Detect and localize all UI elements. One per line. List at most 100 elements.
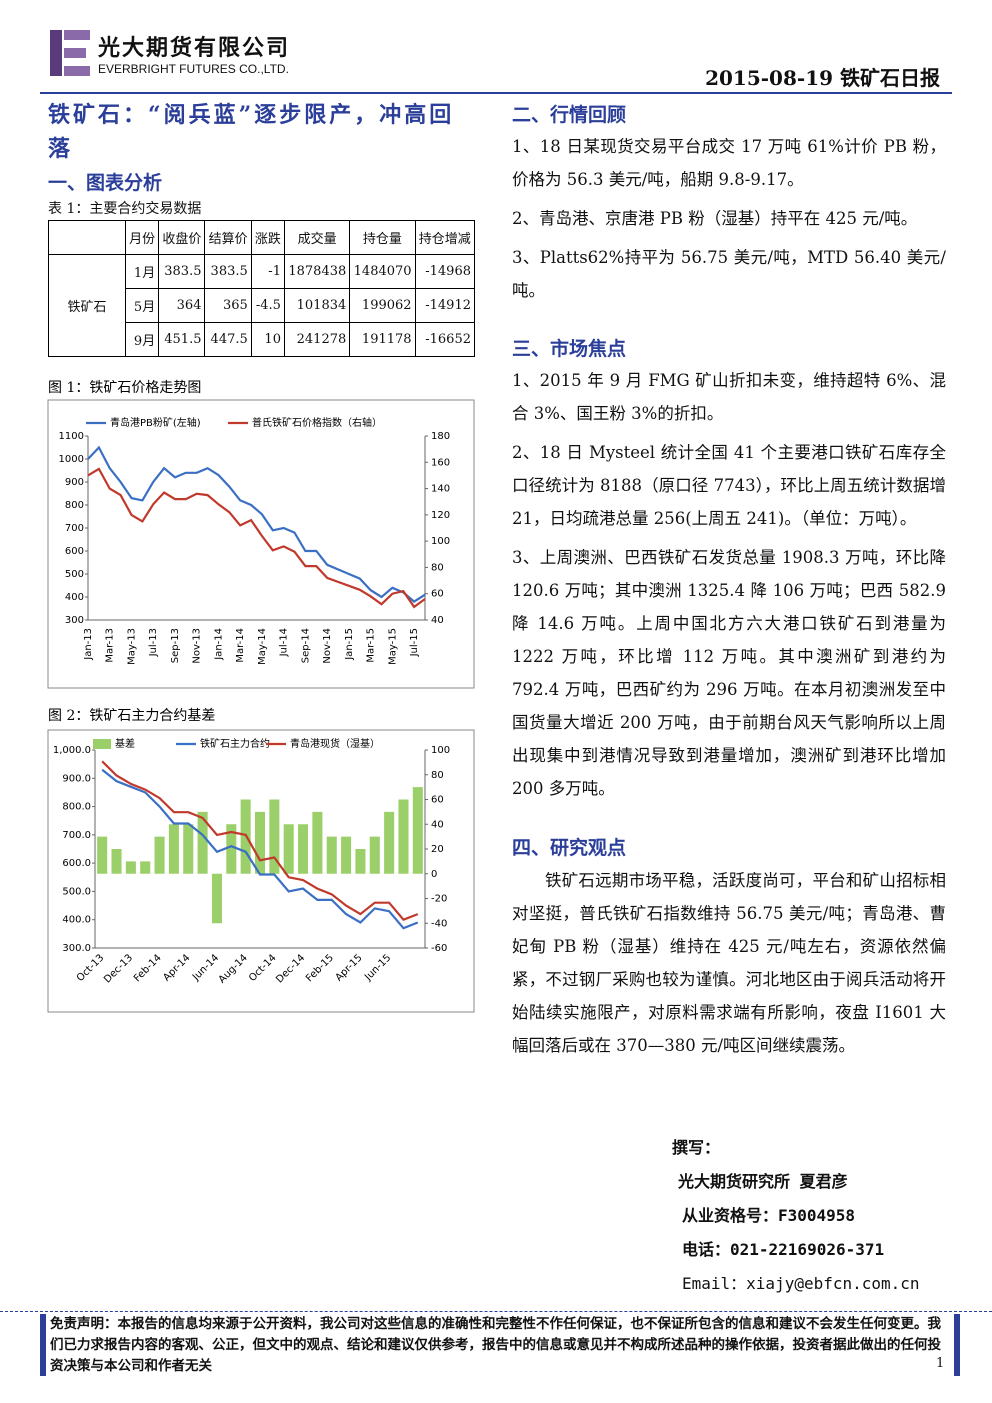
company-cn: 光大期货有限公司 [98,35,291,61]
series-line [87,467,426,609]
bar [154,836,165,874]
y-tick-label: 600.0 [62,858,91,869]
x-tick-label: Dec-14 [274,952,307,985]
y-tick-label: 600 [65,546,84,557]
disclaimer: 免责声明：本报告的信息均来源于公开资料，我公司对这些信息的准确性和完整性不作任何… [40,1314,960,1376]
y-tick-label: 500.0 [62,886,91,897]
x-tick-label: Jan-14 [213,628,224,661]
table-group: 铁矿石 [48,254,126,357]
legend-label: 青岛港现货（湿基） [290,737,380,750]
x-tick-label: Apr-14 [161,952,192,983]
paragraph: 铁矿石远期市场平稳，活跃度尚可，平台和矿山招标相对坚挺，普氏铁矿石指数维持 56… [512,871,946,1055]
bar [412,787,423,874]
y-tick-label: 700.0 [62,830,91,841]
section-body: 1、18 日某现货交易平台成交 17 万吨 61%计价 PB 粉，价格为 56.… [512,130,946,313]
author-label: 撰写： [672,1138,721,1157]
table-cell: 365 [204,288,252,323]
y-tick-label: 180 [431,431,450,442]
legend-label: 普氏铁矿石价格指数（右轴） [252,416,382,429]
x-tick-label: Sep-13 [170,628,181,663]
x-tick-label: Feb-14 [132,952,164,984]
x-tick-label: Feb-15 [304,952,336,984]
y-tick-label: 100 [431,536,450,547]
bar [140,861,151,874]
section-heading: 三、市场焦点 [512,338,627,360]
table-header-cell: 月份 [124,220,160,255]
legend-label: 青岛港PB粉矿(左轴) [110,416,201,429]
section-heading: 二、行情回顾 [512,104,627,126]
report-title: 铁矿石：“阅兵蓝”逐步限产，冲高回落 [48,102,455,162]
y-tick-label: 80 [431,562,444,573]
bar [226,824,237,874]
bar [398,799,409,874]
x-tick-label: May-14 [257,628,268,665]
bar [369,836,380,874]
y-tick-label: 400.0 [62,915,91,926]
table-cell: -14968 [414,254,476,289]
bar [211,873,222,924]
y-tick-label: 0 [431,869,437,880]
bar [326,836,337,874]
y-tick-label: 400 [65,592,84,603]
y-tick-label: 800 [65,500,84,511]
y-tick-label: 100 [431,745,450,756]
bar [111,849,122,874]
y-tick-label: -60 [431,943,447,954]
y-tick-label: 700 [65,523,84,534]
author-email: Email：xiajy@ebfcn.com.cn [682,1274,920,1293]
chart-frame [47,729,475,1013]
x-tick-label: Mar-13 [105,628,116,663]
table-cell: 447.5 [204,322,252,357]
x-tick-label: Jul-15 [409,628,420,657]
legend-swatch [93,739,111,749]
paragraph: 3、Platts62%持平为 56.75 美元/吨，MTD 56.40 美元/吨… [512,248,946,300]
y-tick-label: 40 [431,819,444,830]
x-tick-label: Nov-14 [322,628,333,664]
table-cell: 9月 [124,322,160,357]
bar [384,811,395,874]
bar [197,811,208,874]
author-license: 从业资格号：F3004958 [682,1206,856,1225]
table-row: 9月 451.5 447.5 10 241278 191178 -16652 [49,322,476,357]
data-table: 月份 收盘价 结算价 涨跌 成交量 持仓量 持仓增减 铁矿石 1月 383.5 383.5 -1 187… [48,220,476,357]
x-tick-label: May-13 [126,628,137,665]
section-body: 1、2015 年 9 月 FMG 矿山折扣未变，维持超特 6%、混合 3%、国王… [512,364,946,811]
y-tick-label: 120 [431,510,450,521]
table-row: 铁矿石 1月 383.5 383.5 -1 1878438 1484070 -14968 [48,254,476,357]
bar [125,861,136,874]
table-cell: -4.5 [250,288,285,323]
table-caption: 表 1：主要合约交易数据 [48,201,202,217]
y-tick-label: -40 [431,918,447,929]
table-cell: -16652 [414,322,476,357]
chart-title: 图 2：铁矿石主力合约基差 [48,707,215,724]
table-cell: 383.5 [158,254,206,289]
series-line [101,768,419,930]
x-tick-label: Oct-13 [75,952,107,984]
table-header-cell: 收盘价 [158,220,206,255]
y-tick-label: 60 [431,795,444,806]
x-tick-label: Dec-13 [102,952,135,985]
y-tick-label: 300.0 [62,943,91,954]
table-cell: 5月 [124,288,160,323]
table-cell: 10 [250,322,285,357]
x-tick-label: Aug-14 [217,952,250,985]
bar [269,799,280,874]
bar [341,836,352,874]
bar [183,824,194,874]
series-line [101,760,419,922]
table-cell [48,220,126,255]
y-tick-label: 160 [431,457,450,468]
x-tick-label: Oct-14 [247,952,279,984]
x-tick-label: Mar-15 [366,628,377,663]
table-cell: 191178 [349,322,416,357]
footer-rule [0,1311,992,1312]
y-tick-label: 800.0 [62,802,91,813]
page-number: 1 [936,1356,945,1371]
y-tick-label: 300 [65,615,84,626]
bar [283,824,294,874]
legend-label: 基差 [115,737,135,750]
y-tick-label: 1100 [59,431,84,442]
paragraph: 1、2015 年 9 月 FMG 矿山折扣未变，维持超特 6%、混合 3%、国王… [512,371,946,423]
x-tick-label: Sep-14 [300,628,311,663]
